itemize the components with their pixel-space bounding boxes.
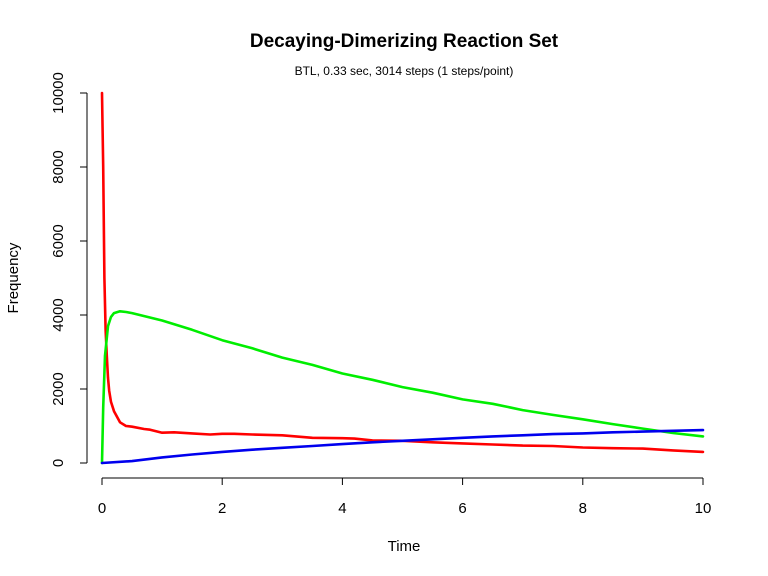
x-tick-label: 4 (338, 500, 346, 517)
x-tick-label: 8 (579, 500, 587, 517)
series-line-3 (100, 428, 705, 465)
y-tick-label: 4000 (50, 298, 67, 331)
y-tick-label: 2000 (50, 372, 67, 405)
x-tick-label: 6 (458, 500, 466, 517)
y-tick-label: 0 (50, 459, 67, 467)
x-tick-label: 10 (695, 500, 712, 517)
x-tick-label: 2 (218, 500, 226, 517)
chart-subtitle: BTL, 0.33 sec, 3014 steps (1 steps/point… (295, 64, 514, 78)
plot-series (100, 91, 705, 465)
y-tick-label: 6000 (50, 224, 67, 257)
series-line-1 (100, 91, 705, 454)
y-axis-label: Frequency (5, 242, 22, 313)
x-axis-label: Time (388, 538, 421, 555)
y-tick-label: 10000 (50, 72, 67, 114)
x-axis-ticks: 0 2 4 6 8 10 (98, 478, 712, 517)
y-tick-label: 8000 (50, 150, 67, 183)
x-tick-label: 0 (98, 500, 106, 517)
series-line-2 (100, 310, 705, 465)
chart-title: Decaying-Dimerizing Reaction Set (250, 31, 559, 52)
y-axis-ticks: 0 2000 4000 6000 8000 10000 (50, 72, 87, 467)
